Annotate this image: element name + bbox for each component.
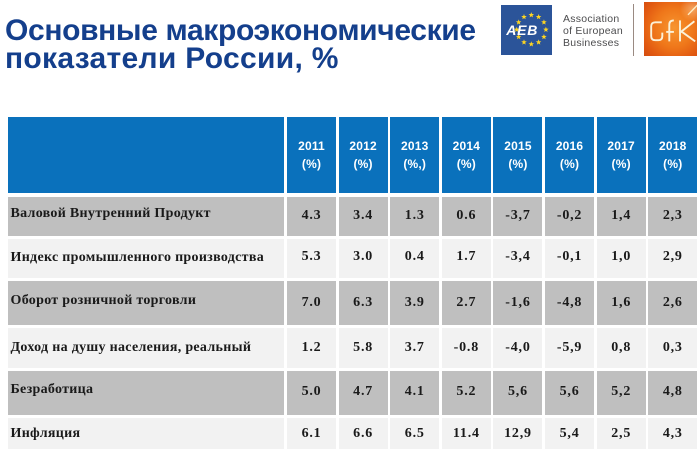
svg-text:AEB: AEB: [505, 22, 538, 38]
